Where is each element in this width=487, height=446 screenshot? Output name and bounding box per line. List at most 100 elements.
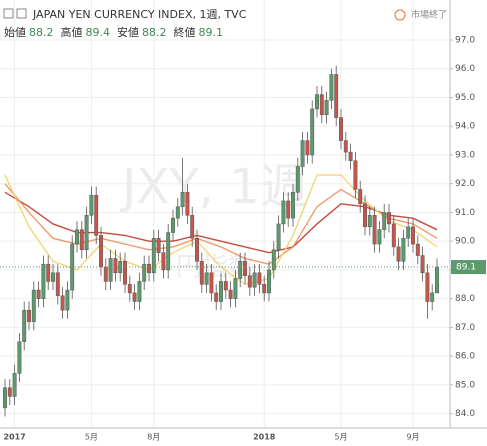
candle-body [377,229,382,245]
candle-body [79,229,84,251]
candle-body [334,74,339,118]
expand-icon[interactable] [3,8,14,19]
candle-body [214,292,219,302]
ohlc-label: 終値 [174,25,196,39]
x-tick-label: 8月 [147,433,160,442]
status-icon [394,9,406,21]
plot [0,0,450,428]
x-tick-label: 9月 [406,433,419,442]
candle-body [372,215,377,245]
candle-body [228,289,233,299]
candle-body [411,226,415,245]
candle-body [27,309,31,322]
symbol-icon[interactable] [16,8,27,19]
candle-body [435,266,439,294]
y-tick-label: 86.0 [455,352,475,362]
ohlc-label: 安値 [117,25,139,39]
candle-body [247,275,252,288]
candle-body [363,203,367,228]
candle-body [276,223,281,251]
y-tick-label: 97.0 [455,35,475,45]
candle-body [271,249,276,271]
candle-body [31,289,36,322]
y-tick-label: 85.0 [455,380,475,390]
candle-body [156,238,161,253]
candle-body [406,226,411,239]
candle-body [132,292,137,302]
candle-body [36,289,41,299]
candle-body [425,272,430,302]
candle-body [108,258,113,282]
candle-body [103,266,108,282]
candle-body [339,117,343,141]
candle-body [123,261,127,285]
ohlc-value: 89.1 [199,26,224,39]
candle-body [94,194,99,236]
ohlc-legend: 始値 88.2 高値 89.4 安値 88.2 終値 89.1 [4,25,223,39]
x-tick-label: 2017 [3,433,25,442]
candle-body [219,281,223,302]
last-price-label: 89.1 [456,263,476,273]
market-status: 市場終了 [411,9,447,21]
candle-body [166,232,171,271]
candle-body [142,263,147,282]
candle-body [223,281,228,291]
candle-body [99,235,103,268]
candle-body [151,238,156,274]
candle-body [195,238,199,262]
candle-body [286,200,291,219]
candle-body [387,212,391,225]
candle-body [343,140,348,153]
candle-body [51,272,55,282]
candle-body [252,272,257,288]
candle-body [348,151,353,161]
candle-body [60,295,65,311]
candle-body [415,243,420,256]
y-tick-label: 96.0 [455,64,475,74]
candle-body [127,284,132,294]
candle-body [55,272,60,297]
candle-body [329,74,334,101]
last-price-box [451,260,486,275]
x-tick-label: 2018 [253,433,276,442]
ohlc-label: 高値 [61,25,83,39]
candle-body [199,261,204,285]
candle-body [12,373,17,397]
y-tick-label: 87.0 [455,323,475,333]
x-tick-label: 5月 [334,433,347,442]
ohlc-label: 始値 [4,25,26,39]
candle-body [267,269,271,294]
candle-body [358,189,363,205]
candle-body [238,261,243,279]
candle-body [353,160,358,190]
candle-body [65,289,70,311]
chart-title: JAPAN YEN CURRENCY INDEX, 1週, TVC [32,8,247,21]
x-tick-label: 5月 [85,433,98,442]
candle-body [89,194,94,216]
ohlc-value: 89.4 [86,26,111,39]
candle-body [430,292,435,302]
candle-body [319,94,324,115]
candle-body [3,387,7,409]
candle-body [41,263,46,299]
candle-body [147,263,151,274]
candle-body [281,200,286,225]
candle-body [161,252,166,271]
y-tick-label: 94.0 [455,122,475,132]
candle-body [257,272,262,285]
candle-body [180,192,185,207]
candle-body [324,100,329,115]
ohlc-value: 88.2 [29,26,54,39]
candle-body [75,229,79,245]
candle-body [17,341,22,374]
candle-body [310,108,315,156]
candle-body [291,192,295,219]
candle-body [7,387,12,397]
y-tick-label: 90.0 [455,237,475,247]
candle-body [315,94,319,110]
candle-body [305,140,310,156]
y-tick-label: 92.0 [455,179,475,189]
